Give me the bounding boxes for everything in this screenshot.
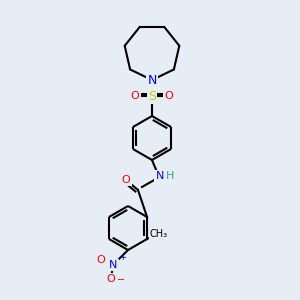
Text: O: O: [97, 255, 105, 265]
Text: H: H: [166, 171, 174, 181]
Text: CH₃: CH₃: [150, 229, 168, 239]
Text: S: S: [148, 89, 156, 103]
Text: N: N: [156, 171, 164, 181]
Text: N: N: [147, 74, 157, 86]
Text: O: O: [130, 91, 140, 101]
Text: O: O: [106, 274, 116, 284]
Text: −: −: [117, 275, 125, 285]
Text: N: N: [109, 260, 117, 270]
Text: O: O: [165, 91, 173, 101]
Text: +: +: [119, 253, 126, 262]
Text: O: O: [122, 175, 130, 185]
